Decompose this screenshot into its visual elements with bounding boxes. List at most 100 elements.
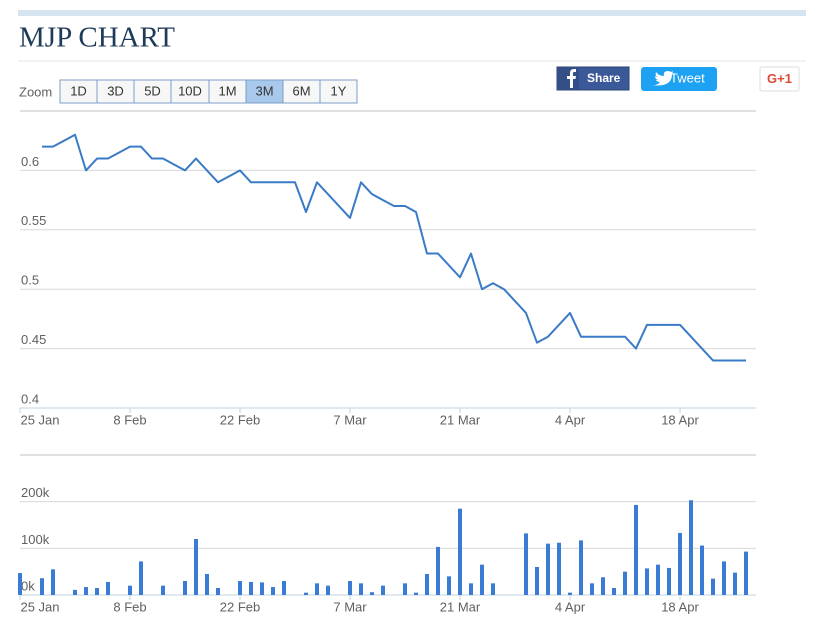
volume-bar [304, 592, 308, 595]
volume-bar [458, 508, 462, 595]
volume-bar [282, 581, 286, 595]
volume-bar [700, 545, 704, 595]
zoom-button[interactable]: 1D [59, 79, 98, 104]
volume-bar [722, 561, 726, 595]
volume-bar [733, 572, 737, 595]
volume-bar [711, 578, 715, 595]
volume-bar [579, 540, 583, 595]
volume-bar [18, 573, 22, 595]
zoom-label: Zoom [19, 84, 52, 99]
volume-bar [623, 571, 627, 595]
volume-bar [260, 582, 264, 595]
zoom-button-label[interactable]: 3M [255, 83, 273, 98]
zoom-button[interactable]: 1Y [319, 79, 358, 104]
share-button[interactable]: Share [556, 66, 630, 91]
volume-bar [95, 588, 99, 595]
x-tick-label: 21 Mar [440, 412, 481, 427]
volume-bar [535, 567, 539, 595]
volume-bar [161, 585, 165, 595]
zoom-button[interactable]: 6M [282, 79, 321, 104]
x-tick-label: 22 Feb [220, 599, 260, 614]
volume-bar [73, 589, 77, 595]
plots: 0.4 0.45 0.5 0.55 0.6 25 Jan 8 Feb 22 Feb 7 Mar 2… [18, 110, 756, 614]
volume-bar [469, 583, 473, 595]
zoom-button[interactable]: 1M [208, 79, 247, 104]
volume-bar [51, 569, 55, 595]
top-bar [18, 10, 806, 16]
x-tick-label: 18 Apr [661, 412, 699, 427]
volume-bar [546, 543, 550, 595]
volume-bar [315, 583, 319, 595]
volume-bar [568, 592, 572, 595]
volume-bar [128, 585, 132, 595]
volume-bar [601, 577, 605, 595]
fb-icon [567, 69, 576, 88]
volume-bar [612, 588, 616, 595]
y-tick-label: 0.45 [21, 332, 46, 347]
zoom-button-label[interactable]: 3D [107, 83, 124, 98]
zoom-button-bg[interactable] [319, 79, 358, 104]
volume-bar [436, 546, 440, 595]
zoom-button[interactable]: 10D [170, 79, 210, 104]
volume-bar [667, 567, 671, 595]
volume-bar [381, 585, 385, 595]
volume-bar [689, 500, 693, 595]
volume-bar [359, 583, 363, 595]
zoom-button-label[interactable]: 1D [70, 83, 87, 98]
y-tick-label: 0.5 [21, 273, 39, 288]
zoom-button-label[interactable]: 6M [292, 83, 310, 98]
tweet-text[interactable]: Tweet [670, 70, 705, 85]
volume-bar [40, 578, 44, 595]
y-tick-label: 0.4 [21, 391, 39, 406]
volume-bar [238, 581, 242, 595]
zoom-button-label[interactable]: 5D [144, 83, 161, 98]
volume-bar [590, 583, 594, 595]
volume-bar [403, 583, 407, 595]
volume-bar [524, 533, 528, 595]
volume-bar [271, 587, 275, 595]
chart-title: MJP CHART [19, 22, 175, 54]
volume-bar [744, 551, 748, 595]
x-tick-label: 8 Feb [113, 599, 146, 614]
x-tick-label: 8 Feb [113, 412, 146, 427]
zoom-button-label[interactable]: 1Y [331, 83, 347, 98]
volume-bar [183, 581, 187, 595]
share-text[interactable]: Share [587, 71, 621, 85]
x-tick-label: 4 Apr [555, 412, 586, 427]
zoom-button[interactable]: 3D [96, 79, 135, 104]
volume-bar [447, 576, 451, 595]
zoom-button[interactable]: 5D [133, 79, 172, 104]
y-tick-label: 0k [21, 578, 35, 593]
volume-bar [106, 581, 110, 595]
tweet-button[interactable]: Tweet [641, 67, 717, 91]
volume-bar [491, 583, 495, 595]
x-tick-label: 21 Mar [440, 599, 481, 614]
zoom-button-label[interactable]: 1M [218, 83, 236, 98]
volume-bar [326, 585, 330, 595]
gplus-text[interactable]: G+1 [767, 71, 792, 86]
volume-bar [678, 532, 682, 595]
volume-bar [370, 592, 374, 595]
volume-bar [425, 574, 429, 595]
y-tick-label: 100k [21, 532, 50, 547]
volume-bar [194, 539, 198, 595]
x-tick-label: 7 Mar [333, 599, 367, 614]
price-line [42, 133, 746, 362]
x-tick-label: 18 Apr [661, 599, 699, 614]
volume-bar [139, 561, 143, 595]
y-tick-label: 0.6 [21, 154, 39, 169]
x-tick-label: 4 Apr [555, 599, 586, 614]
volume-bar [348, 581, 352, 595]
volume-bar [656, 564, 660, 595]
volume-bar [634, 504, 638, 595]
zoom-button-label[interactable]: 10D [178, 83, 202, 98]
x-tick-label: 25 Jan [20, 599, 59, 614]
gplus-button[interactable]: G+1 [759, 66, 800, 92]
y-tick-label: 0.55 [21, 213, 46, 228]
gplus-bg[interactable] [759, 66, 800, 92]
zoom-button[interactable]: 3M [245, 79, 284, 104]
volume-bar [645, 568, 649, 595]
x-tick-label: 7 Mar [333, 412, 367, 427]
volume-bar [216, 588, 220, 595]
